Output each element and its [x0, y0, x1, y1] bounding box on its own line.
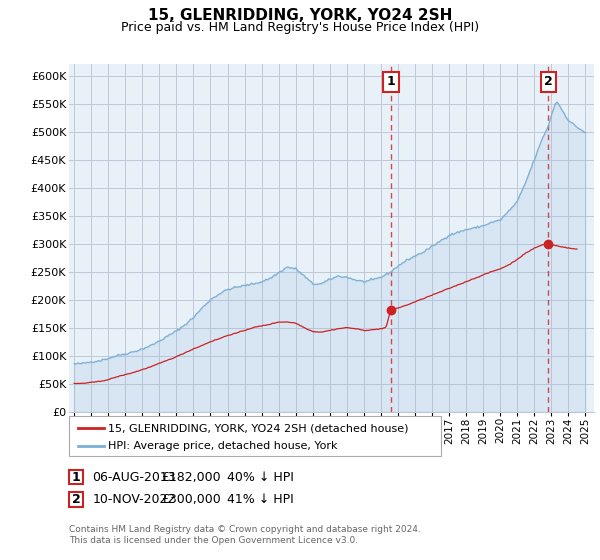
Text: 15, GLENRIDDING, YORK, YO24 2SH (detached house): 15, GLENRIDDING, YORK, YO24 2SH (detache…	[108, 423, 409, 433]
Text: 2: 2	[72, 493, 80, 506]
Text: 15, GLENRIDDING, YORK, YO24 2SH: 15, GLENRIDDING, YORK, YO24 2SH	[148, 8, 452, 24]
Text: 41% ↓ HPI: 41% ↓ HPI	[227, 493, 294, 506]
Text: 1: 1	[386, 75, 395, 88]
Text: 40% ↓ HPI: 40% ↓ HPI	[227, 470, 294, 484]
Text: HPI: Average price, detached house, York: HPI: Average price, detached house, York	[108, 441, 337, 451]
Text: 1: 1	[72, 470, 80, 484]
Text: £182,000: £182,000	[161, 470, 221, 484]
Text: £300,000: £300,000	[161, 493, 221, 506]
Text: 06-AUG-2013: 06-AUG-2013	[92, 470, 176, 484]
Text: Price paid vs. HM Land Registry's House Price Index (HPI): Price paid vs. HM Land Registry's House …	[121, 21, 479, 34]
Text: 10-NOV-2022: 10-NOV-2022	[92, 493, 176, 506]
Text: 2: 2	[544, 75, 553, 88]
Text: Contains HM Land Registry data © Crown copyright and database right 2024.
This d: Contains HM Land Registry data © Crown c…	[69, 525, 421, 545]
